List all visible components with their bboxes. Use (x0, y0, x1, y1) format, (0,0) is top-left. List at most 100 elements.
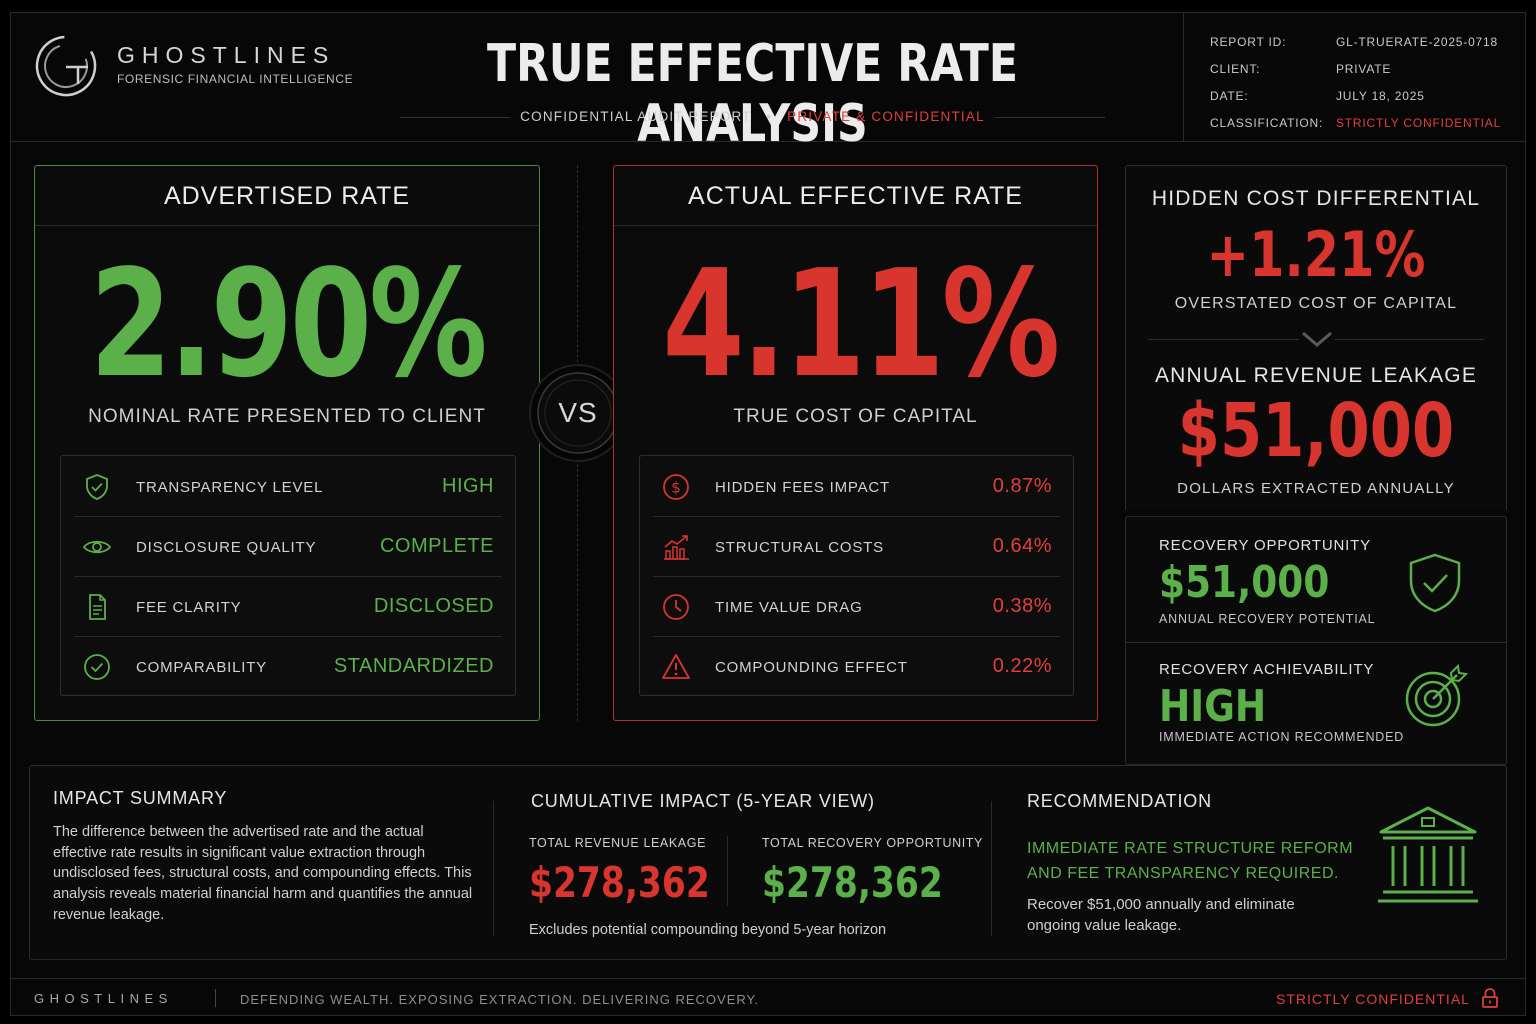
list-item: STRUCTURAL COSTS 0.64% (653, 517, 1060, 577)
recommendation-body: Recover $51,000 annually and eliminate o… (1027, 896, 1295, 934)
dollar-circle-icon: $ (663, 474, 689, 500)
meta-date-label: DATE: (1210, 89, 1249, 103)
subtitle-rule-left (400, 117, 510, 118)
actual-rate-title: ACTUAL EFFECTIVE RATE (614, 166, 1097, 226)
shield-check-icon (1409, 553, 1461, 613)
revenue-leakage-value: $51,000 (1177, 388, 1455, 474)
list-item: TRANSPARENCY LEVEL HIGH (74, 457, 502, 517)
total-recovery-value: $278,362 (762, 858, 943, 907)
footer-separator (215, 989, 216, 1007)
warning-icon (662, 654, 690, 679)
actual-rate-caption: TRUE COST OF CAPITAL (733, 406, 978, 427)
meta-classification-label: CLASSIFICATION: (1210, 116, 1324, 130)
footer-brand: GHOSTLINES (34, 991, 173, 1006)
brand-tagline: FORENSIC FINANCIAL INTELLIGENCE (117, 72, 354, 86)
subtitle-text: CONFIDENTIAL AUDIT REPORT (520, 109, 752, 124)
list-item-label: FEE CLARITY (136, 599, 242, 616)
list-item-value: 0.38% (992, 595, 1052, 617)
advertised-rate-value: 2.90% (89, 238, 488, 410)
list-item: FEE CLARITY DISCLOSED (74, 577, 502, 637)
bank-building-icon (1378, 806, 1478, 903)
ghostlines-g-logo-icon (35, 35, 97, 97)
vs-badge: VS (528, 363, 628, 463)
subtitle-rule-right (995, 117, 1105, 118)
recovery-achievability-value: HIGH (1159, 681, 1267, 732)
hidden-cost-panel: HIDDEN COST DIFFERENTIAL +1.21% OVERSTAT… (1125, 165, 1507, 510)
meta-date-value: JULY 18, 2025 (1336, 89, 1425, 103)
meta-classification-value: STRICTLY CONFIDENTIAL (1336, 116, 1502, 130)
advertised-rate-caption: NOMINAL RATE PRESENTED TO CLIENT (88, 406, 486, 427)
list-item-value: STANDARDIZED (333, 655, 494, 677)
list-item-value: HIGH (442, 475, 494, 497)
impact-summary-title: IMPACT SUMMARY (53, 788, 228, 808)
list-item-value: DISCLOSED (373, 595, 494, 617)
list-item: $ HIDDEN FEES IMPACT 0.87% (653, 457, 1060, 517)
meta-client: CLIENT: PRIVATE (1210, 62, 1390, 76)
list-item-label: DISCLOSURE QUALITY (136, 539, 317, 556)
recommendation-title: RECOMMENDATION (1027, 791, 1212, 811)
brand-name: GHOSTLINES (117, 42, 336, 68)
chevron-down-icon (1299, 328, 1335, 350)
revenue-leakage-title: ANNUAL REVENUE LEAKAGE (1154, 364, 1478, 387)
total-revenue-leakage-value: $278,362 (529, 858, 710, 907)
meta-classification: CLASSIFICATION: STRICTLY CONFIDENTIAL (1210, 116, 1500, 130)
page-title: TRUE EFFECTIVE RATE ANALYSIS (486, 34, 1018, 154)
recovery-achievability-title: RECOVERY ACHIEVABILITY (1159, 661, 1375, 678)
check-circle-icon (84, 654, 110, 680)
svg-text:$: $ (671, 479, 681, 497)
report-meta: REPORT ID: GL-TRUERATE-2025-0718 CLIENT:… (1183, 12, 1526, 142)
meta-date: DATE: JULY 18, 2025 (1210, 89, 1424, 103)
report-subtitle: CONFIDENTIAL AUDIT REPORT • PRIVATE & CO… (400, 108, 1105, 126)
impact-summary-body: The difference between the advertised ra… (53, 824, 473, 923)
meta-report-id-value: GL-TRUERATE-2025-0718 (1336, 35, 1498, 49)
hidden-cost-title: HIDDEN COST DIFFERENTIAL (1151, 187, 1481, 210)
advertised-attributes-list: TRANSPARENCY LEVEL HIGH DISCLOSURE QUALI… (60, 455, 516, 696)
recommendation-highlight: IMMEDIATE RATE STRUCTURE REFORM AND FEE … (1027, 840, 1354, 882)
footer-tagline: DEFENDING WEALTH. EXPOSING EXTRACTION. D… (240, 992, 760, 1007)
summary-divider (991, 801, 992, 936)
list-item-value: 0.87% (992, 475, 1052, 497)
recovery-opportunity-title: RECOVERY OPPORTUNITY (1159, 537, 1371, 554)
bar-chart-icon (664, 535, 689, 560)
advertised-rate-title: ADVERTISED RATE (35, 166, 539, 226)
hidden-cost-value: +1.21% (1206, 218, 1426, 291)
recovery-opportunity-value: $51,000 (1159, 557, 1330, 608)
list-item: TIME VALUE DRAG 0.38% (653, 577, 1060, 637)
actual-rate-panel: ACTUAL EFFECTIVE RATE 4.11% TRUE COST OF… (613, 165, 1098, 721)
summary-divider (493, 801, 494, 936)
list-item: COMPARABILITY STANDARDIZED (74, 637, 502, 697)
list-item-label: STRUCTURAL COSTS (715, 539, 884, 556)
cumulative-divider (727, 836, 728, 906)
meta-client-label: CLIENT: (1210, 62, 1261, 76)
subtitle-separator: • (766, 109, 773, 124)
advertised-rate-panel: ADVERTISED RATE 2.90% NOMINAL RATE PRESE… (34, 165, 540, 721)
total-revenue-leakage-label: TOTAL REVENUE LEAKAGE (529, 836, 707, 850)
list-item-value: COMPLETE (379, 535, 494, 557)
actual-rate-value: 4.11% (662, 238, 1060, 410)
meta-report-id-label: REPORT ID: (1210, 35, 1287, 49)
cumulative-impact-title: CUMULATIVE IMPACT (5-YEAR VIEW) (531, 791, 875, 811)
total-recovery-label: TOTAL RECOVERY OPPORTUNITY (762, 836, 983, 850)
list-item-label: TIME VALUE DRAG (715, 599, 863, 616)
report-footer: GHOSTLINES DEFENDING WEALTH. EXPOSING EX… (10, 978, 1526, 1016)
cumulative-note: Excludes potential compounding beyond 5-… (529, 922, 887, 938)
list-item-value: 0.64% (992, 535, 1052, 557)
vs-label: VS (558, 397, 598, 428)
list-item: DISCLOSURE QUALITY COMPLETE (74, 517, 502, 577)
report-header: GHOSTLINES FORENSIC FINANCIAL INTELLIGEN… (10, 12, 1526, 154)
recovery-panel: RECOVERY OPPORTUNITY $51,000 ANNUAL RECO… (1125, 516, 1507, 765)
list-item-label: COMPOUNDING EFFECT (715, 659, 908, 676)
subtitle-flag: PRIVATE & CONFIDENTIAL (787, 109, 985, 124)
list-item-value: 0.22% (992, 655, 1052, 677)
impact-summary-panel: IMPACT SUMMARY The difference between th… (29, 765, 1507, 960)
meta-report-id: REPORT ID: GL-TRUERATE-2025-0718 (1210, 35, 1497, 49)
document-icon (89, 594, 106, 620)
footer-classification: STRICTLY CONFIDENTIAL (1276, 991, 1470, 1007)
clock-icon (663, 594, 689, 620)
recovery-achievability-caption: IMMEDIATE ACTION RECOMMENDED (1159, 730, 1405, 744)
list-item-label: HIDDEN FEES IMPACT (715, 479, 890, 496)
eye-icon (82, 540, 112, 554)
target-icon (1405, 663, 1469, 727)
vs-ring-icon (529, 364, 627, 462)
list-item-label: COMPARABILITY (136, 659, 267, 676)
